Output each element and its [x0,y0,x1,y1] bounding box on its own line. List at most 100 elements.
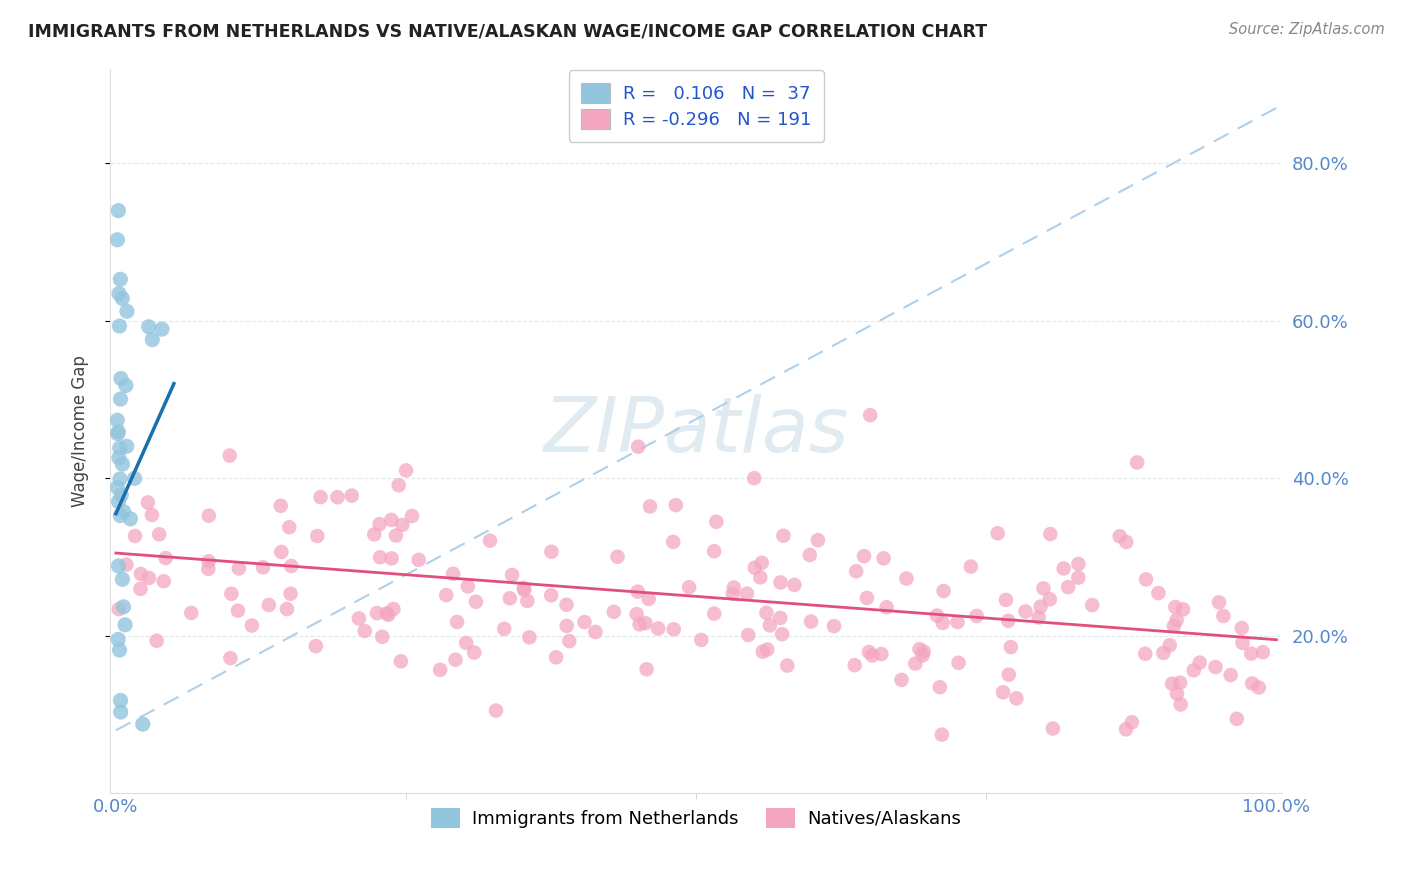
Point [966,609,988,624]
Point [928,680,950,694]
Point [844,658,866,673]
Point [124,471,146,485]
Point [1067,557,1090,571]
Point [141,508,163,522]
Point [737,628,759,642]
Point [690,632,713,647]
Point [783,578,806,592]
Point [603,605,626,619]
Point [1039,592,1062,607]
Point [703,544,725,558]
Point [152,574,174,589]
Point [845,564,868,578]
Point [540,545,562,559]
Point [723,581,745,595]
Point [627,440,650,454]
Point [377,607,399,622]
Point [1115,723,1137,737]
Point [721,587,744,601]
Point [110,488,132,502]
Point [1208,595,1230,609]
Point [464,595,486,609]
Point [925,608,948,623]
Point [1212,609,1234,624]
Point [150,322,173,336]
Point [108,441,131,455]
Point [516,594,538,608]
Point [441,566,464,581]
Point [115,558,138,572]
Point [112,505,135,519]
Point [240,618,263,632]
Point [368,550,391,565]
Point [546,650,568,665]
Point [155,551,177,566]
Point [115,378,138,392]
Point [1230,621,1253,635]
Point [375,607,398,621]
Point [270,545,292,559]
Point [180,606,202,620]
Point [499,591,522,606]
Point [105,413,128,427]
Point [1170,698,1192,712]
Point [380,551,402,566]
Point [876,600,898,615]
Point [389,654,412,668]
Point [770,627,793,641]
Point [280,558,302,573]
Point [823,619,845,633]
Point [1081,598,1104,612]
Point [638,500,661,514]
Point [340,489,363,503]
Point [347,611,370,625]
Point [326,490,349,504]
Point [388,478,411,492]
Point [1168,675,1191,690]
Point [111,292,134,306]
Point [145,633,167,648]
Point [751,645,773,659]
Point [769,575,792,590]
Point [108,319,131,334]
Legend: Immigrants from Netherlands, Natives/Alaskans: Immigrants from Netherlands, Natives/Ala… [423,801,969,835]
Point [115,439,138,453]
Point [446,615,468,629]
Point [555,598,578,612]
Point [197,508,219,523]
Point [107,494,129,508]
Point [776,658,799,673]
Point [136,495,159,509]
Point [558,634,581,648]
Point [1240,647,1263,661]
Point [1135,573,1157,587]
Point [226,604,249,618]
Point [912,644,935,658]
Point [111,572,134,586]
Point [494,622,516,636]
Point [637,591,659,606]
Point [1205,660,1227,674]
Point [1164,599,1187,614]
Point [463,646,485,660]
Point [382,602,405,616]
Point [799,548,821,562]
Point [931,728,953,742]
Point [107,481,129,495]
Point [555,619,578,633]
Point [276,602,298,616]
Point [391,517,413,532]
Point [270,499,292,513]
Point [574,615,596,629]
Point [108,643,131,657]
Point [627,584,650,599]
Point [735,586,758,600]
Point [138,571,160,585]
Point [1166,687,1188,701]
Point [678,580,700,594]
Point [107,233,129,247]
Point [110,693,132,707]
Point [991,685,1014,699]
Point [353,624,375,638]
Point [219,651,242,665]
